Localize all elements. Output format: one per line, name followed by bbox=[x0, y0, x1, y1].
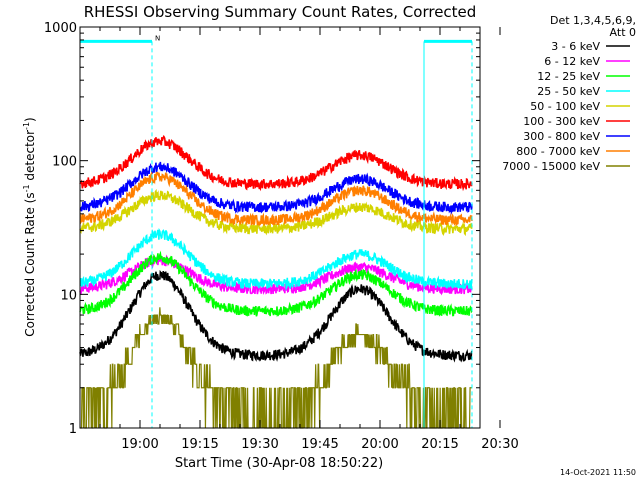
x-axis-label: Start Time (30-Apr-08 18:50:22) bbox=[175, 456, 383, 471]
series-line-7 bbox=[79, 171, 473, 227]
series-layer bbox=[79, 134, 473, 429]
series-line-8 bbox=[80, 307, 472, 429]
x-tick-label-1: 19:15 bbox=[181, 437, 218, 452]
series-line-0 bbox=[79, 269, 473, 363]
legend-label-5: 100 - 300 keV bbox=[523, 115, 600, 128]
legend-label-0: 3 - 6 keV bbox=[551, 40, 600, 53]
series-line-4 bbox=[79, 188, 473, 237]
x-tick-label-4: 20:00 bbox=[361, 437, 398, 452]
x-tick-label-3: 19:45 bbox=[301, 437, 338, 452]
chart-title: RHESSI Observing Summary Count Rates, Co… bbox=[84, 3, 477, 21]
y-axis-label: Corrected Count Rate (s-1 detector-1) bbox=[22, 117, 37, 336]
x-tick-label-5: 20:15 bbox=[421, 437, 458, 452]
y-tick-label-0: 1 bbox=[69, 422, 77, 437]
legend-header-1: Att 0 bbox=[610, 26, 636, 39]
y-tick-label-3: 1000 bbox=[44, 21, 77, 36]
legend-label-6: 300 - 800 keV bbox=[523, 130, 600, 143]
x-tick-label-6: 20:30 bbox=[481, 437, 518, 452]
legend-label-7: 800 - 7000 keV bbox=[516, 145, 600, 158]
legend-label-8: 7000 - 15000 keV bbox=[502, 160, 600, 173]
legend: Det 1,3,4,5,6,9,Att 0 3 - 6 keV 6 - 12 keV… bbox=[502, 14, 636, 173]
x-tick-label-0: 19:00 bbox=[121, 437, 158, 452]
legend-label-3: 25 - 50 keV bbox=[537, 85, 600, 98]
legend-label-4: 50 - 100 keV bbox=[530, 100, 600, 113]
series-line-3 bbox=[79, 227, 473, 292]
series-line-2 bbox=[79, 250, 473, 318]
y-tick-label-1: 10 bbox=[60, 288, 77, 303]
series-line-5 bbox=[79, 134, 473, 192]
x-tick-label-2: 19:30 bbox=[241, 437, 278, 452]
legend-label-1: 6 - 12 keV bbox=[544, 55, 600, 68]
footer-timestamp: 14-Oct-2021 11:50 bbox=[560, 468, 636, 477]
legend-label-2: 12 - 25 keV bbox=[537, 70, 600, 83]
attenuator-label: N bbox=[155, 34, 160, 42]
series-line-6 bbox=[79, 161, 473, 216]
y-tick-label-2: 100 bbox=[52, 155, 77, 170]
attenuator-marker-layer: N bbox=[80, 34, 473, 428]
legend-header-0: Det 1,3,4,5,6,9, bbox=[550, 14, 636, 27]
axis-layer: 19:00 19:15 19:30 19:45 20:00 20:15 20:30 1 10 10… bbox=[44, 21, 519, 452]
